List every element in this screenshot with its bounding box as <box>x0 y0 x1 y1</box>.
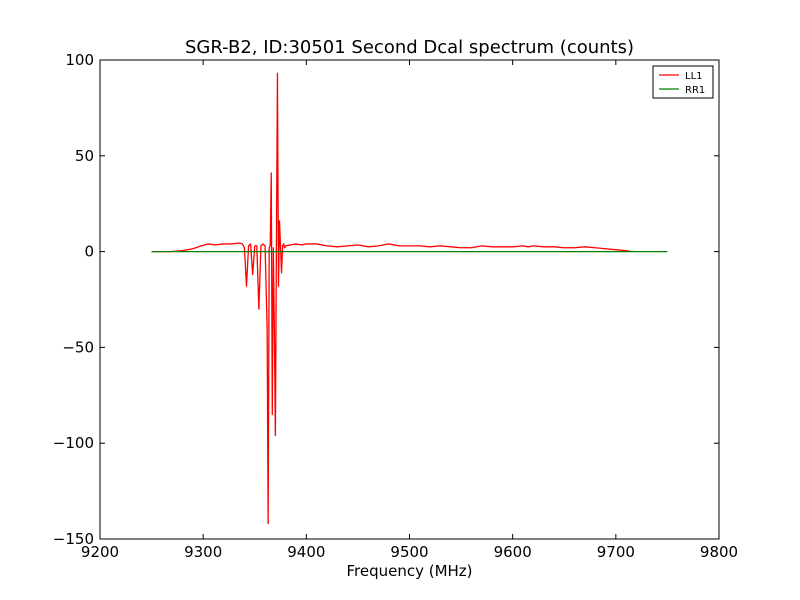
legend-label-ll1: LL1 <box>685 71 703 82</box>
y-tick-label: −150 <box>53 530 94 548</box>
x-tick-label: 9300 <box>184 543 222 561</box>
x-tick-label: 9700 <box>597 543 635 561</box>
series-layer <box>151 72 668 525</box>
y-tick-label: −100 <box>53 434 94 452</box>
x-axis-label: Frequency (MHz) <box>346 562 472 580</box>
chart-title: SGR-B2, ID:30501 Second Dcal spectrum (c… <box>185 37 634 58</box>
series-line-ll1 <box>151 72 632 525</box>
y-tick-label: 0 <box>84 243 94 261</box>
y-tick-label: 50 <box>75 147 94 165</box>
y-tick-label: −50 <box>62 338 94 356</box>
x-tick-label: 9400 <box>287 543 325 561</box>
x-tick-label: 9800 <box>700 543 738 561</box>
legend-box <box>652 65 714 99</box>
ticks-layer: 9200 9300 9400 9500 9600 9700 9800 −150 −100 −50 0… <box>53 51 738 561</box>
y-tick-label: 100 <box>65 51 94 69</box>
x-tick-label: 9200 <box>81 543 119 561</box>
legend-label-rr1: RR1 <box>685 85 705 96</box>
x-tick-label: 9600 <box>494 543 532 561</box>
plot-area: 9200 9300 9400 9500 9600 9700 9800 −150 −100 −50 0… <box>53 51 738 561</box>
x-tick-label: 9500 <box>390 543 428 561</box>
